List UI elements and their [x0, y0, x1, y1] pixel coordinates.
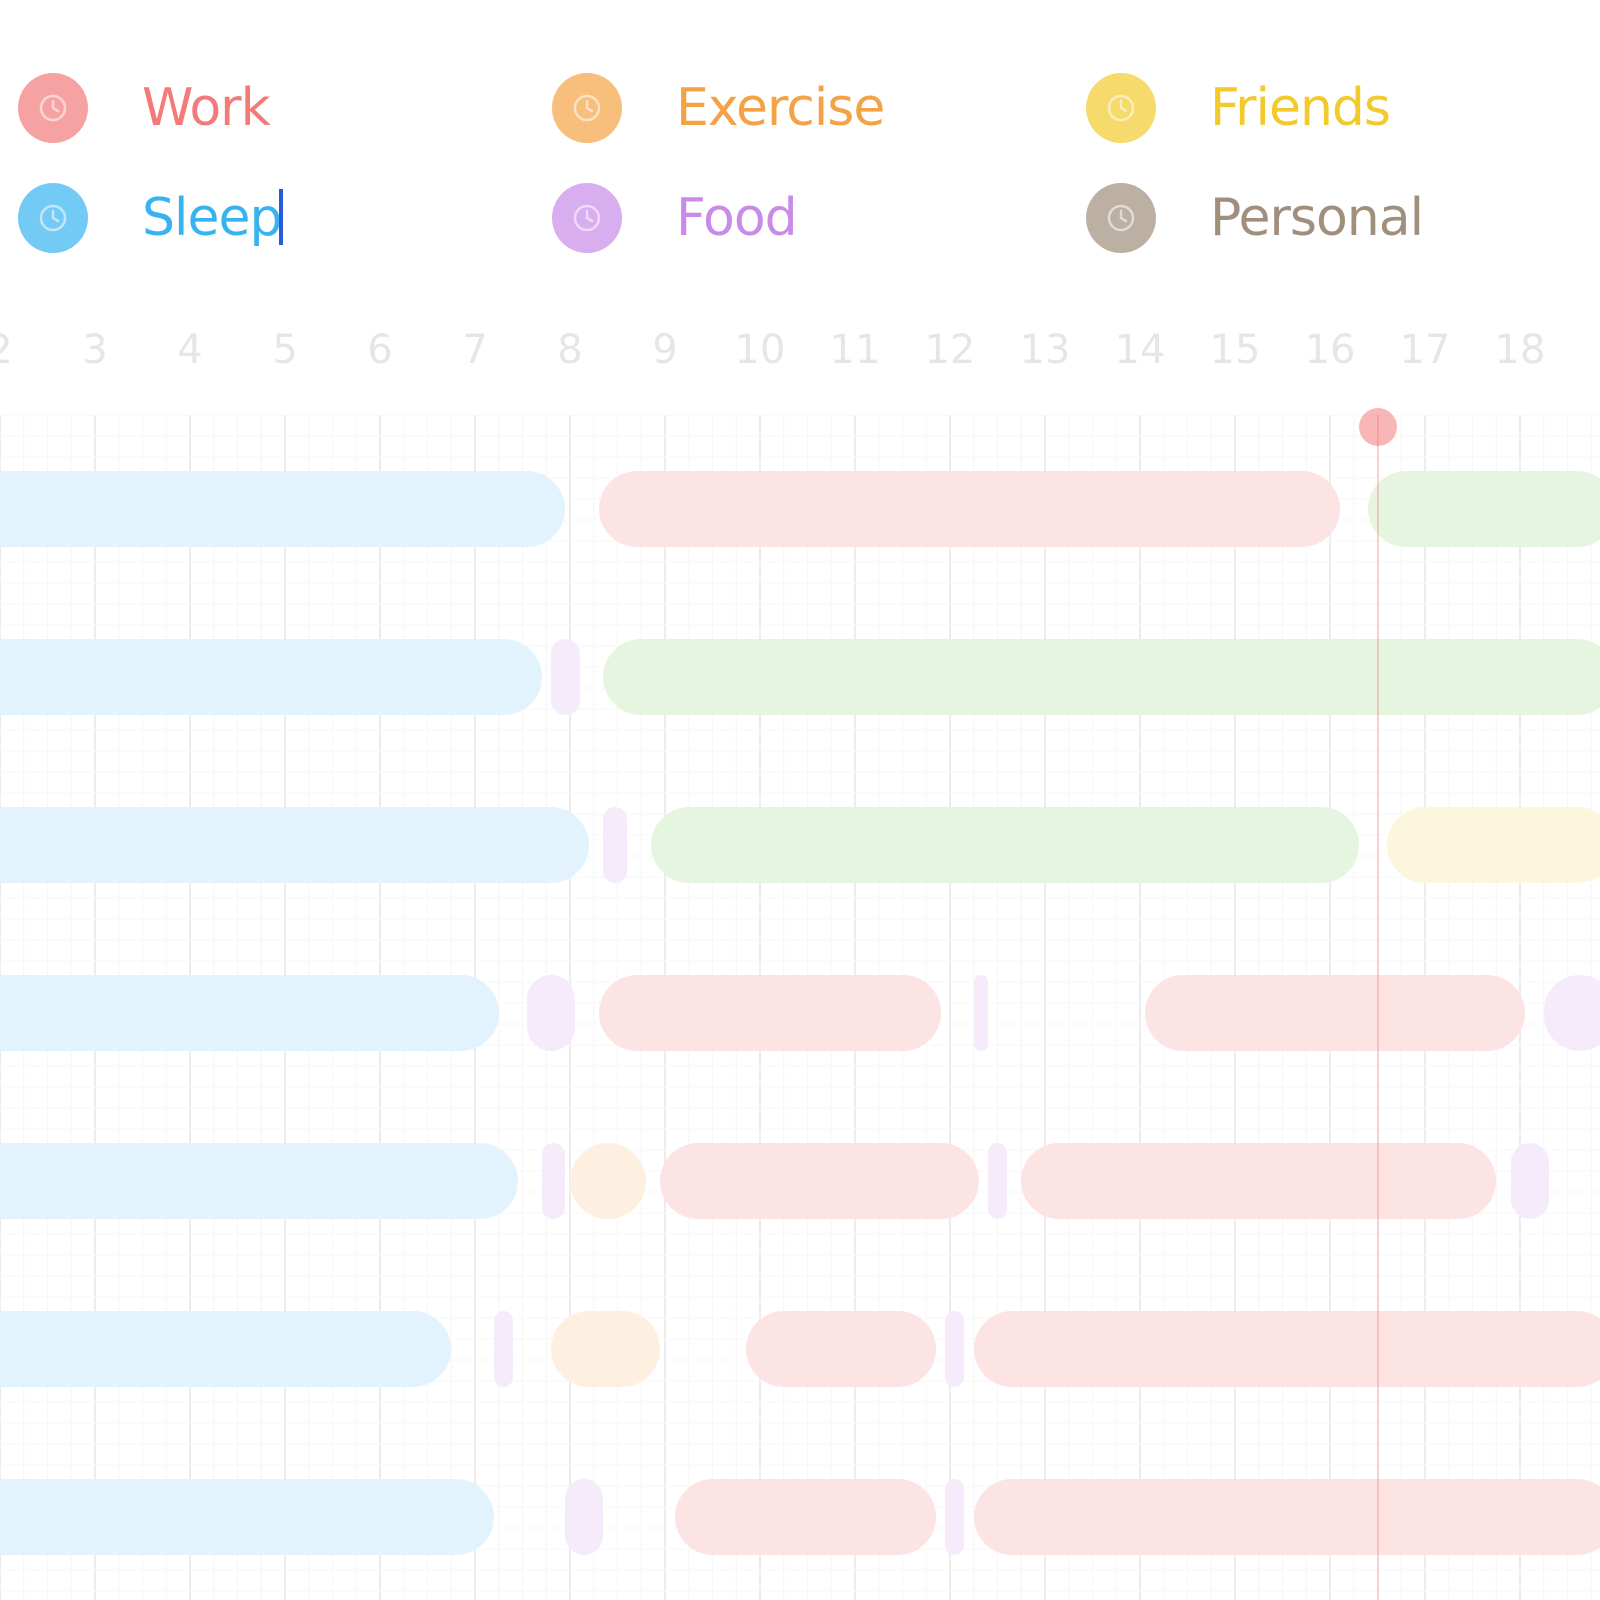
- clock-icon: [552, 183, 622, 253]
- hour-tick-label: 9: [652, 327, 678, 373]
- hour-tick-label: 10: [734, 327, 786, 373]
- hour-tick-label: 13: [1019, 327, 1071, 373]
- activity-bar-work[interactable]: [973, 1311, 1600, 1387]
- activity-timeline: [0, 408, 1600, 1600]
- activity-bar-food[interactable]: [945, 1479, 965, 1555]
- day-row: [0, 471, 1600, 547]
- activity-bar-food[interactable]: [565, 1479, 604, 1555]
- legend-item-exercise[interactable]: Exercise: [552, 68, 1032, 148]
- hour-tick-label: 3: [82, 327, 108, 373]
- activity-bar-food[interactable]: [988, 1143, 1007, 1219]
- activity-bar-work[interactable]: [598, 975, 941, 1051]
- hour-axis: 2 3 4 5 6 7 8 9 10 11 12 13 14 15 16 17 18: [0, 320, 1600, 380]
- legend-label-work: Work: [142, 78, 271, 138]
- day-row: [0, 1479, 1600, 1555]
- activity-bar-food[interactable]: [541, 1143, 566, 1219]
- hour-tick-label: 17: [1399, 327, 1451, 373]
- activity-bar-friends[interactable]: [1387, 807, 1600, 883]
- activity-bar-green[interactable]: [1368, 471, 1600, 547]
- hour-tick-label: 11: [829, 327, 881, 373]
- activity-bar-exercise[interactable]: [570, 1143, 646, 1219]
- hour-tick-label: 7: [462, 327, 488, 373]
- hour-tick-label: 4: [177, 327, 203, 373]
- legend-label-personal: Personal: [1210, 188, 1424, 248]
- hour-tick-label: 14: [1114, 327, 1166, 373]
- legend-item-friends[interactable]: Friends: [1086, 68, 1566, 148]
- legend-item-food[interactable]: Food: [552, 178, 1032, 258]
- current-time-line: [1358, 408, 1397, 1600]
- activity-bar-food[interactable]: [973, 975, 988, 1051]
- hour-tick-label: 16: [1304, 327, 1356, 373]
- activity-bar-sleep[interactable]: [0, 1479, 494, 1555]
- legend-label-exercise: Exercise: [676, 78, 885, 138]
- hour-tick-label: 15: [1209, 327, 1261, 373]
- activity-bar-work[interactable]: [1021, 1143, 1497, 1219]
- hour-tick-label: 18: [1494, 327, 1546, 373]
- day-row: [0, 807, 1600, 883]
- activity-bar-food[interactable]: [603, 807, 627, 883]
- hour-tick-label: 8: [557, 327, 583, 373]
- clock-icon: [1086, 183, 1156, 253]
- activity-bar-work[interactable]: [598, 471, 1340, 547]
- activity-bar-green[interactable]: [650, 807, 1359, 883]
- legend-item-sleep[interactable]: Sleep: [18, 178, 498, 258]
- activity-bar-work[interactable]: [1144, 975, 1525, 1051]
- activity-bar-sleep[interactable]: [0, 471, 566, 547]
- day-row: [0, 1143, 1600, 1219]
- activity-bar-food[interactable]: [1510, 1143, 1549, 1219]
- activity-bar-sleep[interactable]: [0, 807, 589, 883]
- legend-item-work[interactable]: Work: [18, 68, 498, 148]
- legend-label-friends: Friends: [1210, 78, 1391, 138]
- day-row: [0, 639, 1600, 715]
- activity-bar-sleep[interactable]: [0, 975, 499, 1051]
- activity-bar-sleep[interactable]: [0, 1143, 518, 1219]
- legend-label-food: Food: [676, 188, 798, 248]
- hour-tick-label: 2: [0, 320, 30, 380]
- activity-bar-food[interactable]: [527, 975, 575, 1051]
- activity-bar-sleep[interactable]: [0, 1311, 452, 1387]
- legend-label-sleep-text[interactable]: Sleep: [142, 188, 282, 248]
- activity-bar-sleep[interactable]: [0, 639, 542, 715]
- activity-bar-green[interactable]: [603, 639, 1600, 715]
- legend-item-personal[interactable]: Personal: [1086, 178, 1566, 258]
- activity-bar-work[interactable]: [745, 1311, 936, 1387]
- clock-icon: [1086, 73, 1156, 143]
- clock-icon: [18, 183, 88, 253]
- clock-icon: [18, 73, 88, 143]
- activity-bar-work[interactable]: [660, 1143, 979, 1219]
- legend-label-sleep[interactable]: Sleep: [142, 178, 284, 258]
- activity-bar-food[interactable]: [551, 639, 580, 715]
- current-time-marker[interactable]: [1358, 408, 1397, 446]
- hour-tick-label: 12: [924, 327, 976, 373]
- activity-bar-food[interactable]: [1543, 975, 1600, 1051]
- activity-bar-exercise[interactable]: [551, 1311, 661, 1387]
- activity-bar-work[interactable]: [674, 1479, 936, 1555]
- activity-bar-food[interactable]: [945, 1311, 965, 1387]
- clock-icon: [552, 73, 622, 143]
- hour-tick-label: 5: [272, 327, 298, 373]
- activity-bar-food[interactable]: [494, 1311, 513, 1387]
- text-cursor: [279, 189, 284, 245]
- activity-bar-work[interactable]: [973, 1479, 1600, 1555]
- hour-tick-label: 6: [367, 327, 393, 373]
- day-row: [0, 975, 1600, 1051]
- day-row: [0, 1311, 1600, 1387]
